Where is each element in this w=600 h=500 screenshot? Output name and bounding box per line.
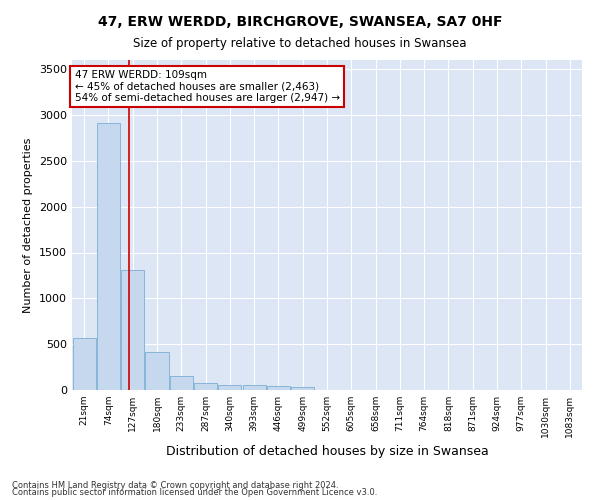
Bar (121, 270, 144, 390)
Bar (73, 338, 95, 390)
Text: Contains public sector information licensed under the Open Government Licence v3: Contains public sector information licen… (12, 488, 377, 497)
Bar (242, 385, 266, 390)
Text: 47 ERW WERDD: 109sqm
← 45% of detached houses are smaller (2,463)
54% of semi-de: 47 ERW WERDD: 109sqm ← 45% of detached h… (74, 70, 340, 103)
Bar (218, 384, 241, 390)
Y-axis label: Number of detached properties: Number of detached properties (23, 138, 34, 312)
Bar (170, 376, 193, 390)
Bar (145, 352, 169, 390)
Text: Size of property relative to detached houses in Swansea: Size of property relative to detached ho… (133, 38, 467, 51)
Bar (267, 386, 290, 390)
Bar (194, 382, 217, 390)
Text: Contains HM Land Registry data © Crown copyright and database right 2024.: Contains HM Land Registry data © Crown c… (12, 480, 338, 490)
X-axis label: Distribution of detached houses by size in Swansea: Distribution of detached houses by size … (166, 446, 488, 458)
Text: 47, ERW WERDD, BIRCHGROVE, SWANSEA, SA7 0HF: 47, ERW WERDD, BIRCHGROVE, SWANSEA, SA7 … (98, 15, 502, 29)
Bar (97, 123, 120, 390)
Bar (291, 387, 314, 390)
